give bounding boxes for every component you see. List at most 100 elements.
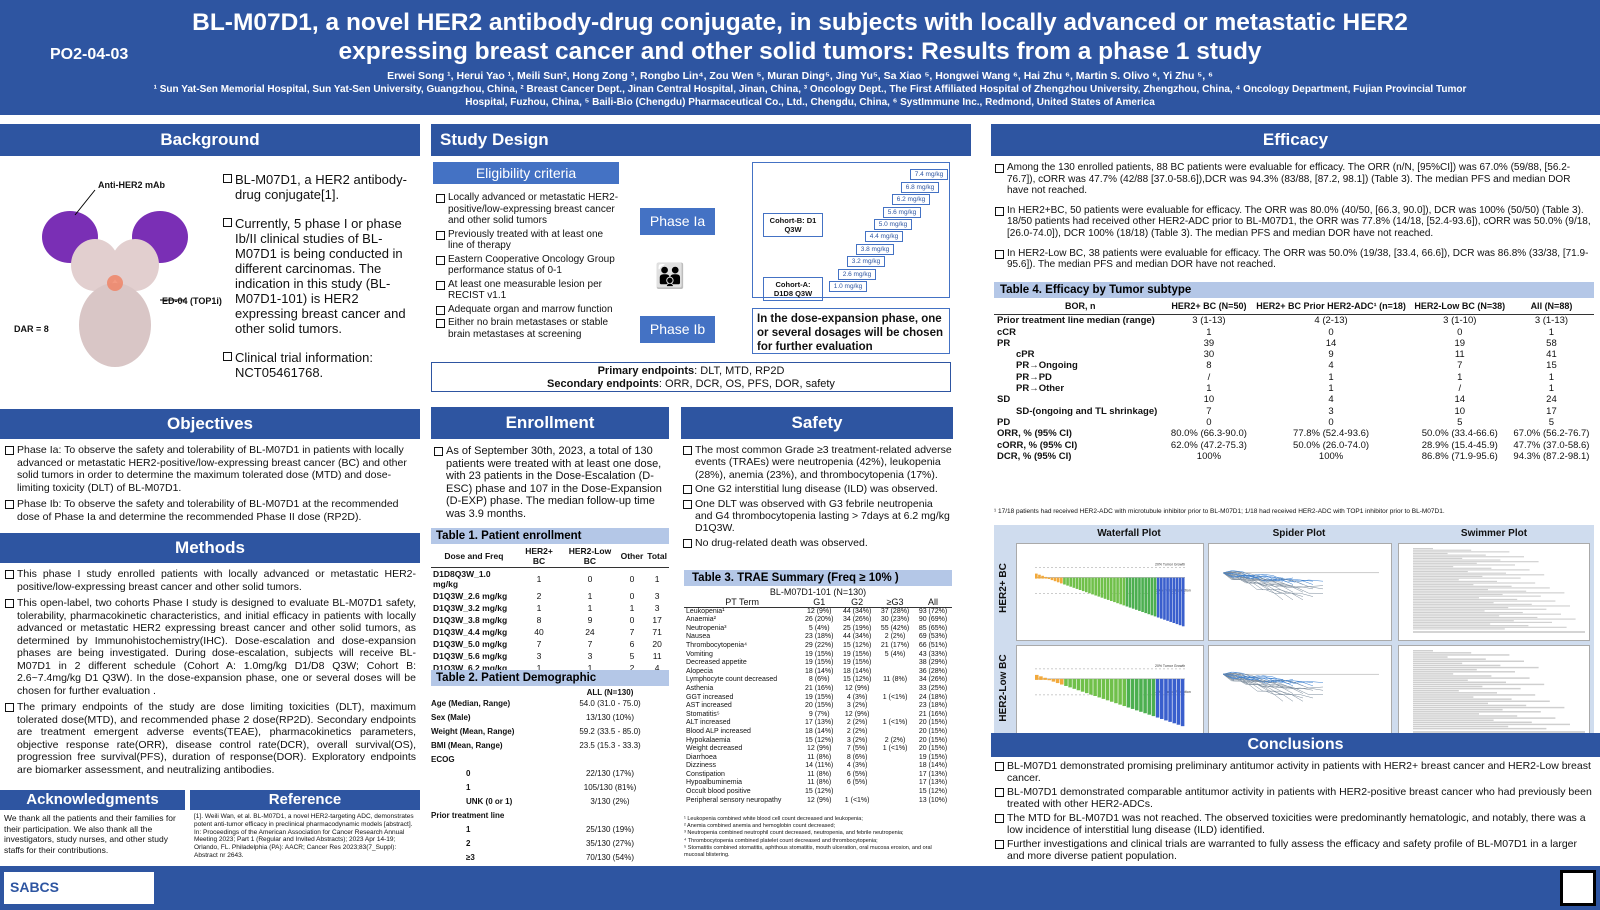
safety-header: Safety [681,407,953,439]
table-cell: 29 (22%) [805,641,834,649]
table-cell: 23 (18%) [805,633,834,641]
swimmer-bar [1413,685,1483,688]
table-row: Weight decreased 12 (9%) 7 (5%) 1 (<1%) 20 (… [684,745,952,754]
table-row: 1 105/130 (81%) [431,781,669,795]
spider-line [1222,673,1314,684]
table-cell: 15 (12%) [805,736,834,744]
table-row: Occult blood positive 15 (12%) 15 (12%) [684,788,952,797]
waterfall-bar [1094,577,1098,596]
qr-code[interactable] [1560,870,1596,906]
table-cell: 7 (5%) [846,745,868,753]
table-row: ALT increased 17 (13%) 2 (2%) 1 (<1%) 20 (15… [684,719,952,728]
waterfall-bar [1068,678,1072,688]
table-row: UNK (0 or 1) 3/130 (2%) [431,795,669,809]
table-cell: 28.9% (15.4-45.9) [1421,439,1498,451]
conclusion-item: BL-M07D1 demonstrated comparable antitum… [994,786,1594,810]
swimmer-bar [1413,561,1539,563]
table-efficacy-by-subtype: BOR, n HER2+ BC (N=50) HER2+ BC Prior HER2… [994,299,1594,462]
table-cell: 7 [1206,405,1212,417]
table-cell: 1 [536,603,542,613]
waterfall-title: Waterfall Plot [1097,528,1161,539]
table-cell: 11 (8%) [807,779,832,787]
background-header: Background [0,124,420,156]
swimmer-bar [1413,692,1497,694]
table-cell: 3 (2%) [846,736,868,744]
swimmer-bar [1413,603,1532,605]
reference-text: [1]. Weili Wan, et al. BL-M07D1, a novel… [194,813,414,859]
table-cell: 44 (34%) [842,607,872,615]
table-cell: 41 [1546,349,1557,361]
table-cell: 1 [654,574,660,584]
table-cell: 23.5 (15.3 - 33.3) [579,741,641,750]
table-cell: 55 (42%) [880,624,910,632]
method-item: This phase I study enrolled patients wit… [4,568,416,593]
swimmer-bar [1413,673,1454,675]
waterfall-bar [1122,678,1127,707]
waterfall-plot-her2low: 20% Tumor Growth-30% Tumor Reduction [1016,645,1204,741]
table-cell: 8 (6%) [846,753,868,761]
table-cell: 18 (14%) [805,727,834,735]
swimmer-bar [1413,658,1486,660]
table-cell: D1Q3W_3.8 mg/kg [433,615,508,625]
table-cell: 50.0% (26.0-74.0) [1293,439,1370,451]
table-cell: 39 [1203,337,1215,349]
waterfall-bar [1081,577,1085,592]
waterfall-bar [1143,678,1147,714]
table-cell: 1 [1328,371,1334,383]
table-cell: 38 (29%) [918,659,948,667]
table-row: Prior treatment line median (range) 3 (1-… [994,315,1594,327]
table1-title: Table 1. Patient enrollment [431,528,669,544]
table-row: ECOG [431,753,669,767]
swimmer-bar [1413,615,1500,617]
swimmer-bar [1413,587,1550,589]
footer-bar: SABCS [0,866,1600,910]
table3-subtitle: BL-M07D1-101 (N=130) [769,587,867,597]
table-cell: 18 (14%) [918,762,948,770]
table-cell: 3 [1328,405,1334,417]
swimmer-bar [1413,708,1503,711]
table-cell: 9 [587,615,593,625]
swimmer-bar [1413,715,1518,717]
spider-plot-her2low [1208,645,1392,741]
swimmer-bar [1413,721,1532,724]
table-cell: Dizziness [686,762,716,770]
waterfall-bar [1110,577,1113,601]
swimmer-bar [1413,704,1527,707]
table-cell: 17 (13%) [918,770,948,778]
waterfall-bar [1155,678,1160,718]
spider-line [1222,572,1294,585]
swimmer-bar [1413,613,1561,615]
table-cell: 14 [1325,337,1337,349]
spider-line [1222,572,1294,593]
table-cell: D1Q3W_3.2 mg/kg [433,603,508,613]
waterfall-bar [1144,577,1148,614]
table-row: Anaemia² 26 (20%) 34 (26%) 30 (23%) 90 (69%) [684,616,952,625]
table-cell: Weight (Mean, Range) [431,727,515,736]
spider-line [1222,572,1304,597]
table-cell: 3 [654,603,660,613]
t3-header-cell: PT Term [684,597,801,608]
table-cell: Asthenia [686,684,714,692]
table-cell: AST increased [686,702,732,710]
waterfall-bar [1153,577,1157,617]
method-item: This open-label, two cohorts Phase I stu… [4,597,416,697]
spider-line [1222,572,1284,601]
swimmer-bar [1413,711,1541,713]
table-cell: Blood ALP increased [686,727,751,735]
table-cell: 0 [1328,416,1334,428]
table-cell: 1 (<1%) [882,745,908,753]
swimmer-bar [1413,611,1523,614]
t4-header-cell: HER2-Low BC (N=38) [1410,299,1509,316]
label-dar: DAR = 8 [14,324,49,334]
swimmer-bar [1413,577,1521,579]
t1-header-cell: HER2+ BC [516,545,562,568]
swimmer-bar [1413,702,1488,705]
table-row: Prior treatment line [431,809,669,823]
background-item: Currently, 5 phase I or phase Ib/II clin… [222,216,412,336]
table-cell: 100% [1196,450,1222,462]
table-cell [876,659,914,668]
table-cell: 10 [1203,394,1215,406]
swimmer-bar [1413,660,1524,662]
table-cell [876,728,914,737]
table-cell: Lymphocyte count decreased [686,676,778,684]
